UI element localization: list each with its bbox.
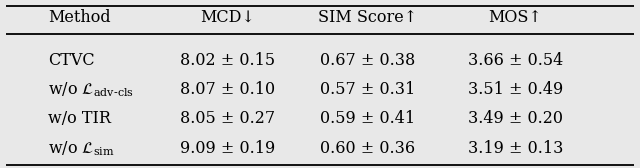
Text: 0.57 ± 0.31: 0.57 ± 0.31 [321, 81, 415, 98]
Text: Method: Method [48, 9, 111, 26]
Text: 0.67 ± 0.38: 0.67 ± 0.38 [321, 52, 415, 69]
Text: SIM Score↑: SIM Score↑ [319, 9, 417, 26]
Text: 3.49 ± 0.20: 3.49 ± 0.20 [468, 110, 563, 127]
Text: 8.02 ± 0.15: 8.02 ± 0.15 [180, 52, 275, 69]
Text: 9.09 ± 0.19: 9.09 ± 0.19 [180, 140, 275, 157]
Text: w/o $\mathcal{L}_{\mathrm{adv\text{-}cls}}$: w/o $\mathcal{L}_{\mathrm{adv\text{-}cls… [48, 80, 134, 99]
Text: 0.60 ± 0.36: 0.60 ± 0.36 [321, 140, 415, 157]
Text: 3.19 ± 0.13: 3.19 ± 0.13 [467, 140, 563, 157]
Text: w/o $\mathcal{L}_{\mathrm{sim}}$: w/o $\mathcal{L}_{\mathrm{sim}}$ [48, 139, 115, 158]
Text: 3.66 ± 0.54: 3.66 ± 0.54 [468, 52, 563, 69]
Text: MOS↑: MOS↑ [488, 9, 542, 26]
Text: CTVC: CTVC [48, 52, 95, 69]
Text: 8.07 ± 0.10: 8.07 ± 0.10 [180, 81, 275, 98]
Text: 0.59 ± 0.41: 0.59 ± 0.41 [321, 110, 415, 127]
Text: 3.51 ± 0.49: 3.51 ± 0.49 [468, 81, 563, 98]
Text: w/o TIR: w/o TIR [48, 110, 111, 127]
Text: 8.05 ± 0.27: 8.05 ± 0.27 [180, 110, 275, 127]
Text: MCD↓: MCD↓ [200, 9, 255, 26]
